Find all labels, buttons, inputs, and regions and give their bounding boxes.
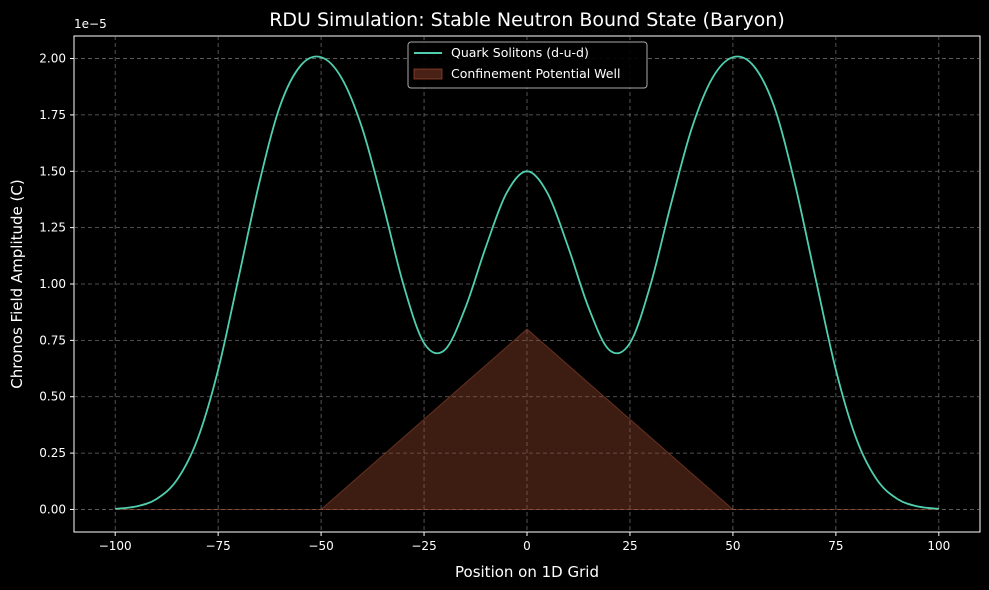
legend-label-confinement-well: Confinement Potential Well [451,66,620,81]
y-tick-label: 1.50 [39,164,66,178]
legend-area-swatch [413,68,443,80]
y-tick-label: 0.00 [39,502,66,516]
confinement-potential-area [115,328,939,510]
legend-box [407,41,648,89]
y-tick-label: 0.75 [39,333,66,347]
x-tick-label: 0 [523,539,531,553]
x-axis-label: Position on 1D Grid [455,563,599,581]
quark-solitons-line [115,55,939,510]
x-tick-label: 50 [725,539,740,553]
plot-area [73,35,981,533]
x-tick-label: 25 [622,539,637,553]
y-tick-label: 0.50 [39,390,66,404]
x-tick-label: 75 [828,539,843,553]
y-tick-label: 2.00 [39,52,66,66]
x-tick-label: −50 [308,539,333,553]
x-tick-label: −25 [411,539,436,553]
x-tick-label: −100 [99,539,132,553]
x-tick-label: −75 [205,539,230,553]
x-axis: −100 −75 −50 −25 0 25 50 75 100 [99,532,950,553]
y-tick-label: 1.75 [39,108,66,122]
y-tick-label: 1.00 [39,277,66,291]
y-tick-label: 1.25 [39,221,66,235]
y-tick-label: 0.25 [39,446,66,460]
chart-title: RDU Simulation: Stable Neutron Bound Sta… [269,9,785,31]
legend: Quark Solitons (d-u-d) Confinement Poten… [407,41,648,89]
legend-label-quark-solitons: Quark Solitons (d-u-d) [451,45,589,60]
y-axis: 0.00 0.25 0.50 0.75 1.00 1.25 1.50 1.75 2.00 [39,52,74,516]
y-offset-text: 1e−5 [74,17,107,31]
x-tick-label: 100 [927,539,950,553]
y-axis-label: Chronos Field Amplitude (C) [8,179,26,388]
